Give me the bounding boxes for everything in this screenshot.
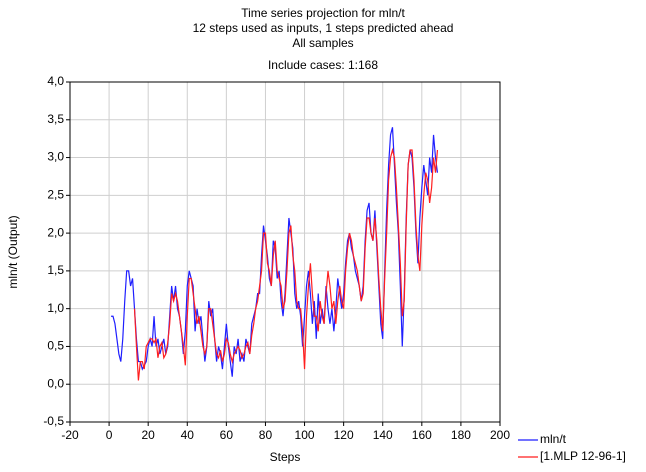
y-tick-label: 4,0 xyxy=(47,74,64,88)
legend-label: mln/t xyxy=(540,432,567,446)
chart-subtitle: 12 steps used as inputs, 1 steps predict… xyxy=(193,21,454,35)
y-tick-label: 1,5 xyxy=(47,263,64,277)
x-tick-label: 140 xyxy=(373,428,393,442)
y-tick-label: 0,0 xyxy=(47,376,64,390)
x-tick-label: 180 xyxy=(451,428,471,442)
x-tick-label: 100 xyxy=(295,428,315,442)
x-tick-label: 160 xyxy=(412,428,432,442)
y-tick-label: 1,0 xyxy=(47,301,64,315)
y-tick-label: 2,5 xyxy=(47,188,64,202)
chart-subtitle: Include cases: 1:168 xyxy=(268,58,378,72)
y-tick-label: 3,5 xyxy=(47,112,64,126)
plot-frame xyxy=(69,81,501,423)
x-tick-label: 60 xyxy=(220,428,234,442)
x-tick-label: 0 xyxy=(106,428,113,442)
y-tick-label: 0,5 xyxy=(47,339,64,353)
x-tick-label: 80 xyxy=(259,428,273,442)
y-tick-label: -0,5 xyxy=(43,414,64,428)
y-tick-label: 2,0 xyxy=(47,225,64,239)
chart-subtitle: All samples xyxy=(292,36,353,50)
x-tick-label: 200 xyxy=(490,428,510,442)
y-tick-label: 3,0 xyxy=(47,150,64,164)
series-line xyxy=(133,147,439,381)
x-tick-label: 20 xyxy=(142,428,156,442)
x-axis-label: Steps xyxy=(270,450,301,464)
x-tick-label: 40 xyxy=(181,428,195,442)
x-tick-label: -20 xyxy=(61,428,79,442)
x-tick-label: 120 xyxy=(334,428,354,442)
legend-label: [1.MLP 12-96-1] xyxy=(540,449,626,463)
chart-title: Time series projection for mln/t xyxy=(241,6,405,20)
y-axis-label: mln/t (Output) xyxy=(6,215,20,288)
